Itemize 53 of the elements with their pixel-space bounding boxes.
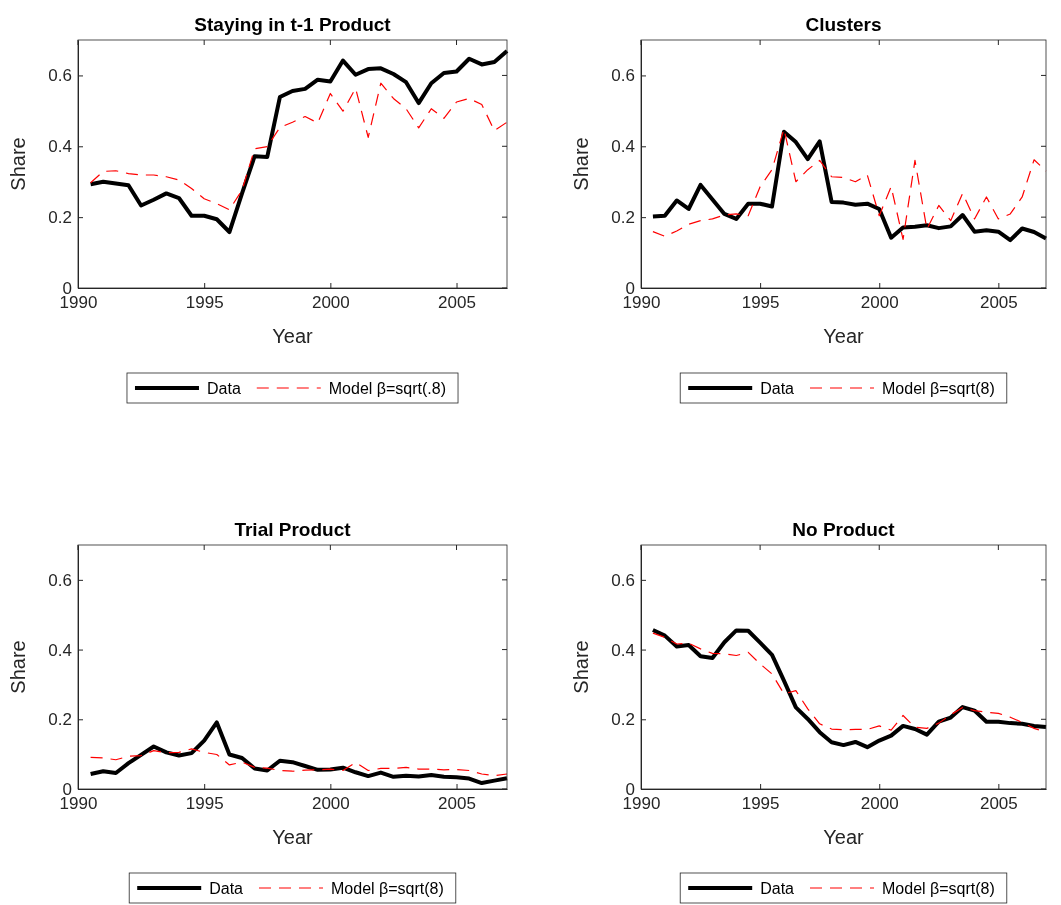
y-tick-label: 0.4	[48, 640, 72, 660]
y-tick-label: 0.2	[611, 710, 635, 730]
line-series	[90, 82, 508, 211]
x-tick-label: 1990	[622, 293, 661, 313]
chart-title: Trial Product	[234, 519, 352, 540]
x-tick-label: 1995	[185, 293, 224, 313]
y-axis-title: Share	[570, 137, 592, 191]
x-tick-label: 2005	[438, 293, 476, 313]
x-axis-title: Year	[272, 325, 314, 347]
x-tick-label: 1990	[59, 794, 98, 814]
x-tick-label: 2005	[979, 794, 1018, 814]
legend-label: Model β=sqrt(8)	[331, 880, 444, 897]
chart-title: Staying in t-1 Product	[194, 14, 392, 35]
x-axis-title: Year	[823, 325, 865, 347]
x-tick-label: 2005	[438, 794, 476, 814]
x-tick-label: 1995	[185, 794, 224, 814]
line-series	[650, 628, 1048, 750]
y-tick-label: 0.4	[48, 137, 72, 157]
legend-label: Model β=sqrt(.8)	[328, 380, 447, 397]
x-tick-label: 1995	[741, 794, 780, 814]
y-tick-label: 0.2	[48, 208, 72, 228]
x-axis-title: Year	[272, 826, 314, 848]
y-tick-label: 0.6	[611, 570, 635, 590]
line-series	[90, 748, 508, 777]
chart-title: Clusters	[805, 14, 882, 35]
x-tick-label: 1990	[59, 293, 98, 313]
x-tick-label: 2005	[979, 293, 1018, 313]
y-axis-title: Share	[570, 640, 592, 694]
y-tick-label: 0.4	[611, 640, 635, 660]
y-axis-title: Share	[7, 137, 29, 191]
x-axis-title: Year	[823, 826, 865, 848]
x-tick-label: 2000	[311, 293, 350, 313]
y-tick-label: 0.6	[611, 66, 635, 86]
legend-label: Data	[760, 380, 795, 397]
legend-label: Data	[209, 880, 244, 897]
y-tick-label: 0.2	[611, 208, 635, 228]
x-tick-label: 1990	[622, 794, 661, 814]
line-series	[88, 720, 509, 786]
x-tick-label: 2000	[860, 293, 899, 313]
y-axis-title: Share	[7, 640, 29, 694]
x-tick-label: 2000	[311, 794, 350, 814]
chart-title: No Product	[792, 519, 896, 540]
x-tick-label: 1995	[741, 293, 780, 313]
y-tick-label: 0.4	[611, 137, 635, 157]
legend-label: Data	[206, 380, 241, 397]
y-tick-label: 0.6	[48, 570, 72, 590]
legend-label: Data	[760, 880, 795, 897]
legend-label: Model β=sqrt(8)	[882, 380, 995, 397]
line-series	[88, 48, 509, 235]
legend-label: Model β=sqrt(8)	[882, 880, 995, 897]
x-tick-label: 2000	[860, 794, 899, 814]
y-tick-label: 0.2	[48, 710, 72, 730]
y-tick-label: 0.6	[48, 66, 72, 86]
